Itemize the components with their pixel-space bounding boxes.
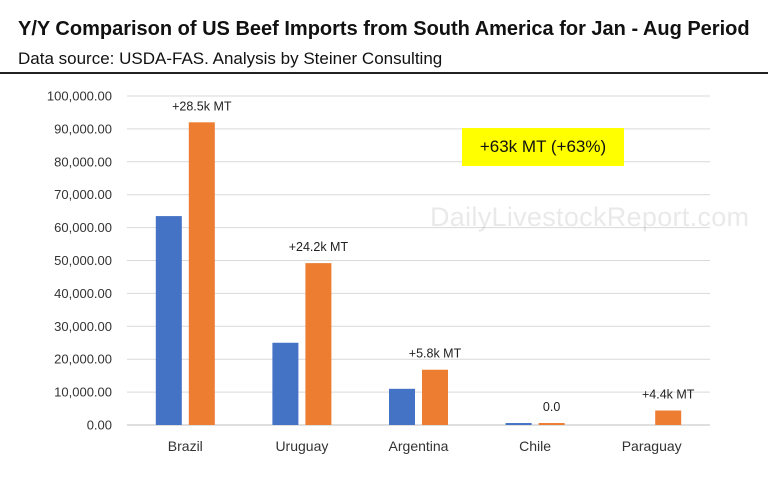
y-tick-label: 20,000.00	[54, 352, 112, 367]
y-tick-label: 50,000.00	[54, 253, 112, 268]
y-tick-label: 90,000.00	[54, 121, 112, 136]
bar-prior-year	[272, 342, 299, 425]
chart-title: Y/Y Comparison of US Beef Imports from S…	[18, 18, 750, 40]
x-category-label: Brazil	[168, 438, 203, 454]
bar-current-year	[655, 410, 682, 425]
y-tick-label: 70,000.00	[54, 187, 112, 202]
y-tick-label: 10,000.00	[54, 385, 112, 400]
bar-current-year	[538, 423, 565, 425]
bar-current-year	[305, 263, 332, 425]
x-category-label: Paraguay	[622, 438, 682, 454]
change-annotation: +5.8k MT	[409, 347, 462, 361]
title-divider	[0, 72, 768, 74]
bar-prior-year	[389, 388, 415, 425]
bar-current-year	[422, 369, 448, 425]
bar-current-year	[188, 122, 215, 425]
y-tick-label: 0.00	[87, 418, 112, 433]
x-category-label: Uruguay	[275, 438, 328, 454]
x-category-label: Argentina	[389, 438, 449, 454]
y-tick-label: 60,000.00	[54, 220, 112, 235]
bar-prior-year	[155, 216, 182, 425]
chart-subtitle: Data source: USDA-FAS. Analysis by Stein…	[18, 49, 443, 68]
change-annotation: +28.5k MT	[172, 99, 232, 113]
y-tick-label: 30,000.00	[54, 319, 112, 334]
bar-prior-year	[505, 423, 532, 425]
change-annotation: +4.4k MT	[642, 388, 695, 402]
watermark-text: DailyLivestockReport.com	[430, 202, 750, 232]
x-category-label: Chile	[519, 438, 551, 454]
change-annotation: 0.0	[543, 400, 560, 414]
change-annotation: +24.2k MT	[289, 240, 349, 254]
y-tick-label: 80,000.00	[54, 154, 112, 169]
y-tick-label: 100,000.00	[47, 89, 112, 104]
total-change-callout: +63k MT (+63%)	[462, 128, 624, 166]
y-tick-label: 40,000.00	[54, 286, 112, 301]
